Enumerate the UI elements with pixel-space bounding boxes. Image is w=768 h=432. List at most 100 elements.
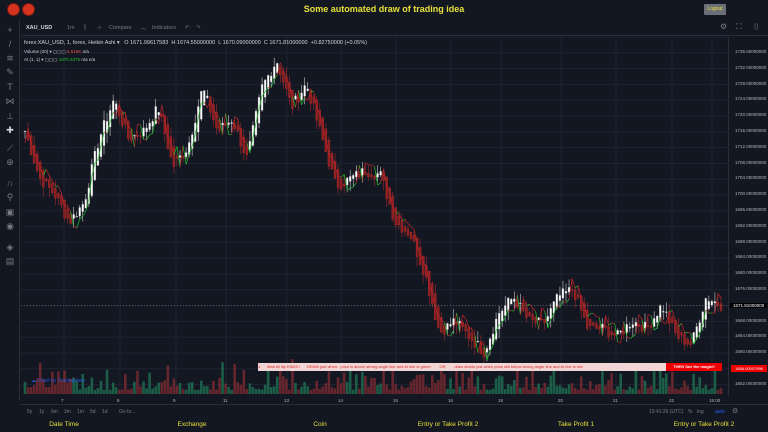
ai-line-segment xyxy=(39,166,44,176)
ai-line-segment xyxy=(222,113,226,135)
volume-bar xyxy=(29,387,33,394)
ai-line-segment xyxy=(273,74,278,79)
ai-line-segment xyxy=(225,113,229,135)
volume-bar xyxy=(631,388,635,394)
series-name[interactable]: forex:XAU_USD, 1, forex, Heikin Ashi xyxy=(24,40,116,46)
volume-bar xyxy=(120,389,124,394)
trendline-icon[interactable]: / xyxy=(8,39,12,49)
range-1m[interactable]: 1m xyxy=(77,409,84,415)
volume-bar xyxy=(242,370,246,394)
pattern-icon[interactable]: ⋈ xyxy=(5,96,15,106)
icons-icon[interactable]: ✚ xyxy=(6,125,14,135)
range-1d[interactable]: 1d xyxy=(102,409,108,415)
goto-button[interactable]: Go to... xyxy=(119,409,136,415)
range-3m[interactable]: 3m xyxy=(64,409,71,415)
price-chart[interactable]: forex:XAU_USD, 1, forex, Heikin Ashi ▾ O… xyxy=(21,36,728,394)
tradingview-watermark[interactable]: ☁ Chart by TradingView xyxy=(31,378,86,384)
volume-bar xyxy=(342,372,346,394)
fullscreen-icon[interactable]: ⛶ xyxy=(736,22,742,31)
ai-line-segment xyxy=(550,313,555,321)
candle xyxy=(361,168,364,176)
settings-icon[interactable]: ⚙ xyxy=(720,22,728,31)
volume-bar xyxy=(546,386,550,394)
ai-line-segment xyxy=(422,262,427,266)
volume-bar xyxy=(613,389,616,394)
range-5y[interactable]: 5y xyxy=(27,409,33,415)
eye-icon[interactable]: ◉ xyxy=(6,221,14,231)
volume-bar xyxy=(354,374,358,394)
text-icon[interactable]: T xyxy=(7,82,13,92)
volume-bar xyxy=(482,384,486,394)
volume-bar xyxy=(114,387,118,394)
undo-icon[interactable]: ↶ xyxy=(185,25,190,31)
watermark-text: Chart by TradingView xyxy=(37,378,86,384)
volume-bar xyxy=(531,366,534,394)
lock-icon[interactable]: ▣ xyxy=(5,207,15,217)
candle xyxy=(181,156,185,158)
measure-icon[interactable]: ⊥ xyxy=(6,111,14,121)
compare-button[interactable]: Compare xyxy=(109,25,132,31)
ai-line-segment xyxy=(167,136,172,145)
volume-bar xyxy=(57,371,60,394)
ai-line-segment xyxy=(194,118,199,135)
magnet-icon[interactable]: ∩ xyxy=(6,178,14,188)
candle xyxy=(649,325,653,328)
ai-line-segment xyxy=(513,295,518,311)
time-label: 13 xyxy=(284,398,290,403)
ai-line-segment xyxy=(416,244,421,253)
ai-title[interactable]: AI (1, 1) xyxy=(24,57,41,62)
brush-icon[interactable]: ✎ xyxy=(6,67,14,77)
candle xyxy=(209,96,212,113)
fib-icon[interactable]: ≋ xyxy=(6,53,14,63)
candle xyxy=(394,207,397,226)
ai-line-segment xyxy=(523,298,527,306)
volume-bar xyxy=(309,389,312,394)
ai-line-segment xyxy=(276,62,281,76)
range-1y[interactable]: 1y xyxy=(39,409,45,415)
ai-line-segment xyxy=(85,199,90,212)
ruler-icon[interactable]: ⟋ xyxy=(6,143,14,153)
lock-drawings-icon[interactable]: ⚲ xyxy=(6,192,14,202)
record-icon[interactable] xyxy=(7,3,20,16)
volume-bar xyxy=(437,379,440,394)
redo-icon[interactable]: ↷ xyxy=(196,25,201,31)
logout-button[interactable]: Logout xyxy=(704,4,726,15)
price-axis[interactable]: 1736.00000000 1732.00000000 1728.00000000 1… xyxy=(728,37,768,397)
volume-bar xyxy=(443,374,446,394)
ai-line-segment xyxy=(331,156,336,167)
candle xyxy=(510,298,513,305)
volume-bar xyxy=(367,386,370,394)
percent-toggle[interactable]: % xyxy=(688,409,693,415)
volume-title[interactable]: Volume (20) xyxy=(24,49,49,54)
interval-button[interactable]: 1m xyxy=(67,25,75,31)
record-icon[interactable] xyxy=(22,3,35,16)
log-toggle[interactable]: log xyxy=(697,409,704,415)
favorites-icon[interactable]: ◈ xyxy=(6,242,14,252)
settings-icon[interactable]: ⚙ xyxy=(732,408,739,415)
candle xyxy=(184,152,188,158)
range-6m[interactable]: 6m xyxy=(51,409,58,415)
volume-bar xyxy=(181,388,185,394)
ai-line-segment xyxy=(237,118,242,135)
chart-style-icon[interactable]: ⫿ xyxy=(84,25,86,31)
chart-canvas[interactable] xyxy=(21,36,728,394)
auto-toggle[interactable]: auto xyxy=(715,409,725,415)
volume-bar xyxy=(634,370,638,394)
candle xyxy=(312,96,315,104)
volume-bar xyxy=(142,381,145,394)
range-5d[interactable]: 5d xyxy=(90,409,96,415)
trash-icon[interactable]: ▤ xyxy=(5,256,15,266)
ai-line-segment xyxy=(483,345,488,361)
crosshair-icon[interactable]: + xyxy=(7,25,13,35)
indicators-button[interactable]: Indicators xyxy=(152,25,176,31)
candle xyxy=(537,317,540,321)
zoom-icon[interactable]: ⊕ xyxy=(6,157,14,167)
volume-bar xyxy=(449,378,452,394)
candle xyxy=(619,330,622,333)
symbol-search[interactable]: XAU_USD xyxy=(26,25,53,31)
volume-bar xyxy=(376,384,379,394)
volume-bar xyxy=(38,363,42,394)
volume-bar xyxy=(452,389,455,394)
screenshot-icon[interactable]: ⌷ xyxy=(754,22,759,31)
candle xyxy=(203,90,206,106)
